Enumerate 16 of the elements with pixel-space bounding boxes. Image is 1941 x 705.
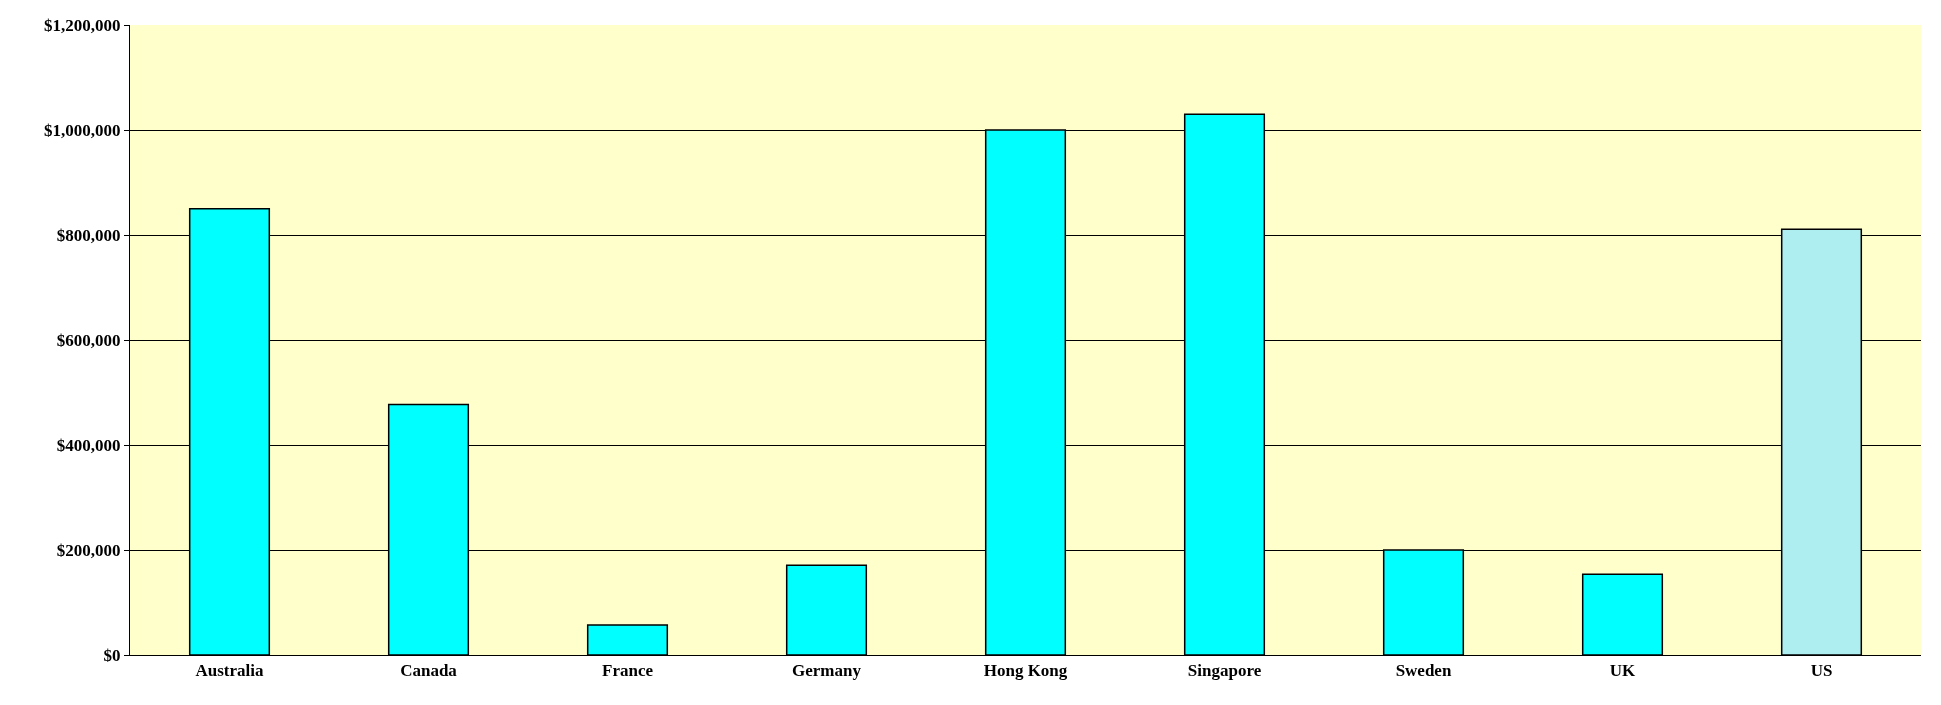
y-tick-label: $400,000 (56, 435, 121, 455)
y-tick-label: $1,000,000 (44, 120, 121, 140)
x-tick-label: Germany (792, 661, 862, 681)
x-tick-label: Singapore (1187, 661, 1262, 681)
x-tick-label: UK (1609, 661, 1637, 681)
y-tick-label: $200,000 (56, 540, 121, 560)
y-tick-label: $600,000 (56, 330, 121, 350)
x-tick-label: Hong Kong (983, 661, 1068, 681)
x-tick-label: Sweden (1395, 661, 1452, 681)
x-tick-label: Australia (195, 661, 264, 681)
x-tick-label: France (602, 661, 654, 681)
x-tick-label: US (1810, 661, 1833, 681)
y-tick-label: $800,000 (56, 225, 121, 245)
x-tick-label: Canada (400, 661, 458, 681)
y-tick-label: $1,200,000 (44, 15, 121, 35)
y-tick-label: $0 (103, 645, 121, 665)
